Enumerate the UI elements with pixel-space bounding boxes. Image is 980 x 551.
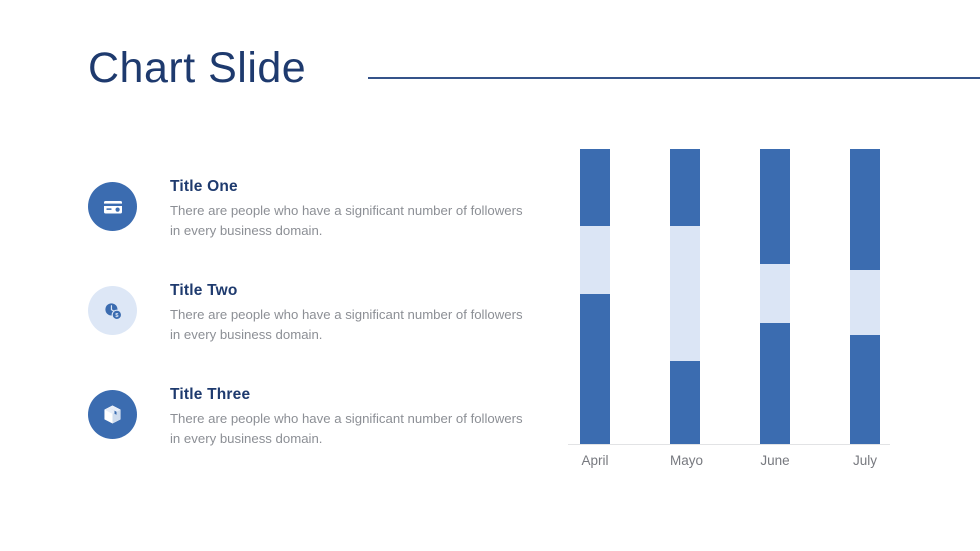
chart-plot-area: [580, 149, 880, 444]
bar-segment-top: [760, 149, 790, 265]
bar-segment-middle: [760, 264, 790, 324]
bar-column[interactable]: [760, 149, 790, 444]
feature-title: Title One: [170, 178, 238, 195]
bar-segment-bottom: [760, 323, 790, 444]
bar-segment-bottom: [670, 361, 700, 444]
feature-title: Title Three: [170, 386, 251, 403]
chart-x-axis-line: [568, 444, 890, 445]
bar-segment-middle: [670, 225, 700, 362]
feature-item-one[interactable]: Title One There are people who have a si…: [88, 176, 528, 262]
credit-card-icon: [88, 182, 137, 231]
time-is-money-icon: $: [88, 286, 137, 335]
bar-column[interactable]: [670, 149, 700, 444]
package-box-icon: [88, 390, 137, 439]
stacked-bar-chart: April Mayo June July: [560, 140, 890, 480]
chart-x-axis-labels: April Mayo June July: [580, 453, 880, 468]
page-title: Chart Slide: [88, 44, 307, 92]
axis-tick-label: July: [852, 453, 877, 468]
axis-tick-label: April: [581, 453, 609, 468]
feature-list: Title One There are people who have a si…: [88, 176, 528, 470]
bar-segment-middle: [580, 225, 610, 294]
feature-description: There are people who have a significant …: [170, 307, 523, 342]
bar-segment-top: [850, 149, 880, 270]
bar-segment-top: [670, 149, 700, 226]
bar-segment-middle: [850, 269, 880, 335]
bar-segment-bottom: [850, 334, 880, 444]
bar-segment-top: [580, 149, 610, 226]
svg-text:$: $: [115, 312, 119, 318]
feature-item-two[interactable]: $ Title Two There are people who have a …: [88, 280, 528, 366]
bar-column[interactable]: [580, 149, 610, 444]
bar-column[interactable]: [850, 149, 880, 444]
feature-title: Title Two: [170, 282, 238, 299]
feature-description: There are people who have a significant …: [170, 203, 523, 238]
axis-tick-label: June: [760, 453, 790, 468]
bar-segment-bottom: [580, 293, 610, 444]
feature-item-three[interactable]: Title Three There are people who have a …: [88, 384, 528, 470]
axis-tick-label: Mayo: [670, 453, 704, 468]
title-divider-line: [368, 77, 980, 79]
feature-description: There are people who have a significant …: [170, 411, 523, 446]
